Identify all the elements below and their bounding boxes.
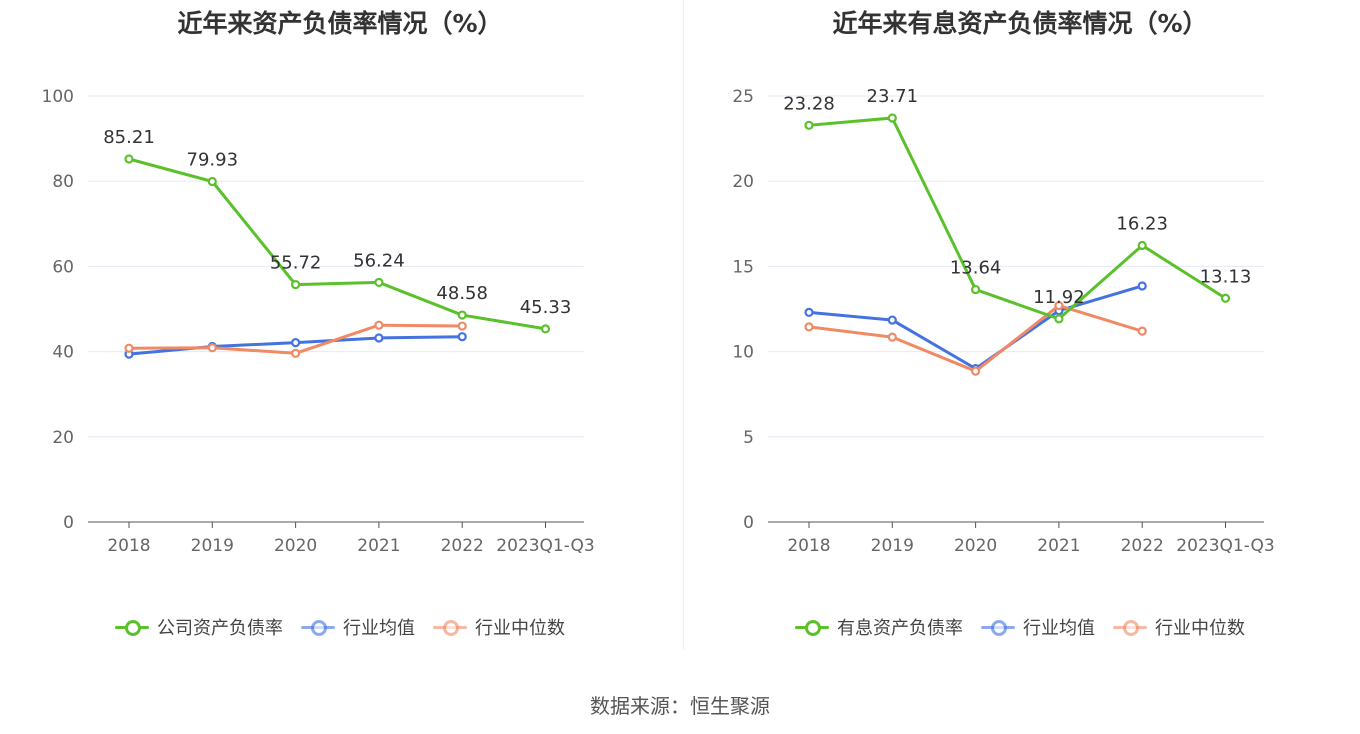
- data-source-note: 数据来源：恒生聚源: [590, 694, 770, 718]
- legend-label: 行业中位数: [475, 618, 565, 639]
- panel-divider: [683, 0, 684, 650]
- legend-label: 行业均值: [1023, 618, 1095, 639]
- y-tick-label: 5: [743, 428, 754, 448]
- data-point: [1137, 281, 1147, 291]
- legend-item[interactable]: 公司资产负债率: [115, 614, 283, 640]
- chart-panel-interest-debt-ratio: 近年来有息资产负债率情况（%） 0 5 10 15 20 25 2018 2019 2020 20…: [680, 0, 1360, 660]
- data-point: [1054, 300, 1064, 311]
- data-label: 13.64: [950, 258, 1002, 279]
- legend-item[interactable]: 行业中位数: [1113, 614, 1245, 640]
- x-tick-label: 2018: [107, 536, 150, 556]
- series-line: [808, 304, 1143, 373]
- y-tick-label: 25: [732, 87, 754, 107]
- data-label: 45.33: [520, 297, 572, 318]
- data-label: 23.28: [783, 93, 835, 114]
- chart-plot-debt-ratio: 0 20 40 60 80 100 2018 2019 2020 2021 2022 2023Q1-Q…: [42, 87, 595, 556]
- series-line: [808, 116, 1227, 321]
- data-point: [374, 320, 384, 330]
- data-label: 16.23: [1116, 213, 1168, 234]
- y-tick-label: 20: [732, 172, 754, 192]
- data-point: [1137, 240, 1147, 251]
- legend-line-marker-icon: [981, 619, 1015, 636]
- x-tick-label: 2021: [1037, 536, 1080, 556]
- series-line: [808, 284, 1143, 371]
- chart-title: 近年来有息资产负债率情况（%）: [832, 9, 1208, 38]
- data-point: [971, 284, 981, 295]
- data-point: [291, 280, 301, 290]
- x-tick-label: 2020: [954, 536, 997, 556]
- data-point: [207, 176, 217, 187]
- data-point: [207, 343, 217, 353]
- legend-line-marker-icon: [115, 619, 149, 636]
- data-point: [540, 324, 551, 334]
- legend-line-marker-icon: [1113, 619, 1147, 636]
- data-point: [804, 120, 814, 130]
- data-point: [374, 277, 384, 288]
- data-point: [971, 366, 981, 376]
- data-label: 56.24: [353, 250, 405, 271]
- data-point: [1137, 326, 1147, 336]
- legend-item[interactable]: 行业中位数: [433, 614, 565, 640]
- x-tick-label: 2022: [1121, 536, 1164, 556]
- data-point: [887, 332, 897, 342]
- legend-item[interactable]: 行业均值: [981, 614, 1095, 640]
- data-point: [457, 321, 467, 331]
- data-point: [291, 338, 301, 348]
- data-point: [457, 332, 467, 342]
- series-line: [128, 157, 546, 331]
- chart-title: 近年来资产负债率情况（%）: [177, 9, 503, 38]
- x-tick-label: 2019: [191, 536, 234, 556]
- x-tick-label: 2019: [871, 536, 914, 556]
- y-tick-label: 15: [732, 257, 754, 277]
- data-point: [374, 333, 384, 343]
- legend-label: 行业均值: [343, 618, 415, 639]
- y-tick-label: 60: [52, 257, 74, 277]
- legend-line-marker-icon: [795, 619, 829, 636]
- legend-label: 有息资产负债率: [837, 618, 963, 639]
- y-tick-label: 0: [743, 513, 754, 533]
- data-label: 85.21: [103, 127, 155, 148]
- chart-legend: 公司资产负债率 行业均值 行业中位数: [0, 614, 680, 640]
- y-tick-label: 100: [42, 87, 74, 107]
- x-tick-label: 2018: [787, 536, 830, 556]
- x-tick-label: 2020: [274, 536, 317, 556]
- chart-legend: 有息资产负债率 行业均值 行业中位数: [680, 614, 1360, 640]
- x-tick-label: 2023Q1-Q3: [496, 536, 594, 556]
- legend-item[interactable]: 有息资产负债率: [795, 614, 963, 640]
- legend-line-marker-icon: [433, 619, 467, 636]
- data-label: 79.93: [187, 149, 239, 170]
- data-point: [291, 348, 301, 358]
- chart-panel-debt-ratio: 近年来资产负债率情况（%） 0 20 40 60 80 100 2018 2019 2020 20…: [0, 0, 680, 660]
- y-tick-label: 10: [732, 343, 754, 363]
- data-label: 23.71: [867, 86, 919, 107]
- legend-line-marker-icon: [301, 619, 335, 636]
- data-point: [887, 113, 897, 123]
- data-point: [887, 315, 897, 325]
- data-label: 11.92: [1033, 287, 1085, 308]
- data-label: 48.58: [436, 283, 488, 304]
- legend-label: 行业中位数: [1155, 618, 1245, 639]
- legend-label: 公司资产负债率: [157, 618, 283, 639]
- data-point: [124, 343, 134, 353]
- y-tick-label: 20: [52, 428, 74, 448]
- data-point: [804, 322, 814, 332]
- chart-plot-interest-debt-ratio: 0 5 10 15 20 25 2018 2019 2020 2021 2022 2023Q1-Q3 2…: [732, 86, 1274, 556]
- y-tick-label: 0: [63, 513, 74, 533]
- data-point: [457, 310, 467, 320]
- y-tick-label: 40: [52, 343, 74, 363]
- data-point: [1054, 314, 1064, 324]
- x-tick-label: 2021: [357, 536, 400, 556]
- x-tick-label: 2023Q1-Q3: [1176, 536, 1274, 556]
- data-point: [804, 307, 814, 318]
- legend-item[interactable]: 行业均值: [301, 614, 415, 640]
- y-tick-label: 80: [52, 172, 74, 192]
- data-point: [124, 154, 134, 164]
- data-label: 55.72: [270, 253, 322, 274]
- data-label: 13.13: [1200, 266, 1252, 287]
- x-tick-label: 2022: [441, 536, 484, 556]
- data-point: [1220, 293, 1231, 303]
